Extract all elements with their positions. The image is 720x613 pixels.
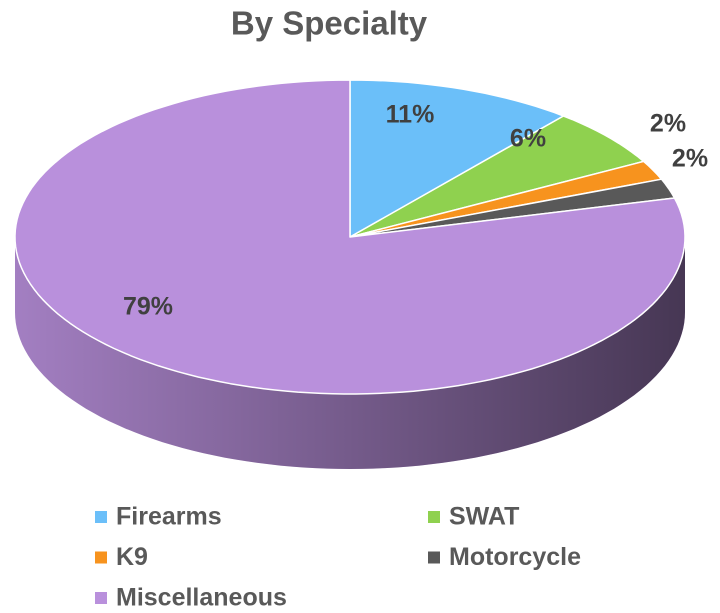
legend-swatch (428, 511, 440, 523)
pie-slice (349, 115, 645, 238)
chart-title: By Specialty (231, 5, 428, 42)
side-shade (15, 237, 685, 469)
legend-swatch (95, 592, 107, 604)
legend-label: Miscellaneous (116, 584, 287, 612)
data-label: 79% (123, 293, 173, 321)
legend-label: K9 (116, 543, 148, 571)
legend-swatch (95, 511, 107, 523)
legend-label: SWAT (449, 503, 519, 531)
legend-swatch (95, 551, 107, 564)
legend-swatch (428, 551, 440, 564)
legend-label: Firearms (116, 503, 222, 531)
pie-slice (14, 79, 686, 395)
legend-label: Motorcycle (449, 543, 581, 571)
data-label: 11% (386, 101, 435, 129)
data-label: 2% (672, 145, 708, 173)
pie-slice (349, 79, 565, 238)
data-label: 2% (650, 110, 686, 138)
data-label: 6% (510, 125, 546, 153)
